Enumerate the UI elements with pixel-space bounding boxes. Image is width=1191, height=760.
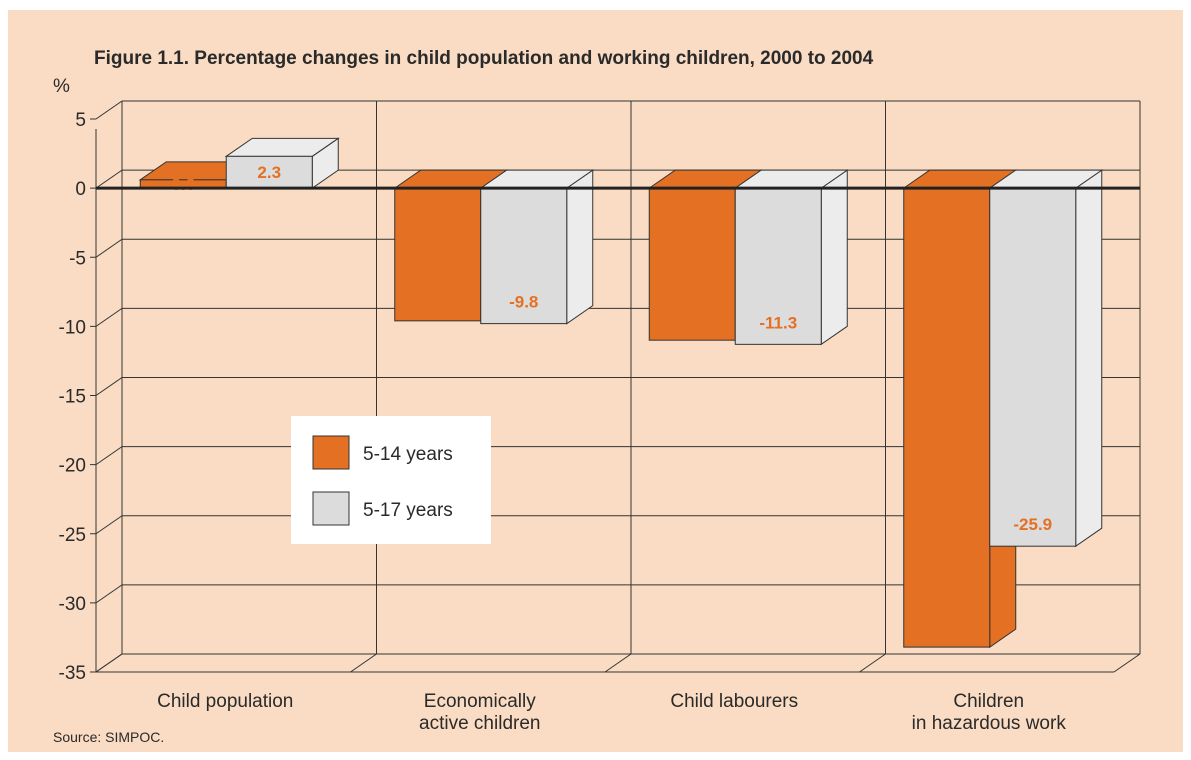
x-tick-label: Children <box>953 691 1024 712</box>
floor-divider <box>859 653 886 673</box>
legend-swatch <box>312 435 350 470</box>
bar <box>734 187 822 345</box>
labels-layer: 5 0 -5 -10 -15 -20 -25 -30 -35 0.6 2.3 -9.6 -9.8 -11.… <box>59 110 1140 734</box>
floor-divider <box>350 653 377 673</box>
x-tick-label: active children <box>419 713 540 734</box>
data-label: -11.0 <box>673 309 711 328</box>
data-label: 0.6 <box>171 175 195 194</box>
x-tick-label: Child population <box>157 691 293 712</box>
gridline-depth <box>95 584 123 604</box>
bar <box>989 187 1077 547</box>
gridline-depth <box>95 446 123 466</box>
legend-label: 5-17 years <box>363 500 453 521</box>
y-tick-label: -35 <box>59 663 86 684</box>
floor-right-edge <box>1113 653 1141 673</box>
y-tick-label: 0 <box>75 179 86 200</box>
gridline-depth <box>95 515 123 535</box>
bar <box>225 155 313 189</box>
floor-divider <box>604 653 632 673</box>
gridline-depth <box>95 653 123 673</box>
y-tick-label: -5 <box>69 248 86 269</box>
bar <box>648 187 736 341</box>
y-tick-label: -25 <box>59 525 86 546</box>
legend-swatch <box>312 491 350 526</box>
bar <box>394 187 482 322</box>
data-label: -11.3 <box>759 313 797 332</box>
bar-side <box>820 169 848 346</box>
gridline-depth <box>95 307 123 327</box>
source-note: Source: SIMPOC. <box>53 729 164 745</box>
data-label: -33.2 <box>927 616 966 635</box>
x-tick-label: in hazardous work <box>912 713 1067 734</box>
legend: 5-14 years 5-17 years <box>291 416 491 544</box>
data-label: -9.8 <box>509 293 538 312</box>
bar <box>480 187 568 325</box>
y-tick-label: -10 <box>59 317 86 338</box>
y-axis-unit: % <box>53 76 70 97</box>
y-tick-label: -15 <box>59 387 86 408</box>
bar-side <box>566 169 594 325</box>
gridline-depth <box>95 238 123 258</box>
bars-layer <box>138 137 1104 649</box>
gridline-depth <box>95 100 123 120</box>
chart-title: Figure 1.1. Percentage changes in child … <box>94 48 874 69</box>
bar <box>903 187 991 648</box>
x-tick-label: Child labourers <box>670 691 798 712</box>
gridline-depth <box>95 169 123 189</box>
data-label: 2.3 <box>257 163 281 182</box>
x-tick-label: Economically <box>424 691 536 712</box>
bar-side <box>1075 169 1103 548</box>
data-label: -25.9 <box>1013 515 1052 534</box>
legend-label: 5-14 years <box>363 444 453 465</box>
gridline-depth <box>95 377 123 396</box>
data-label: -9.6 <box>423 290 452 309</box>
y-tick-label: -30 <box>59 594 86 615</box>
y-tick-label: 5 <box>75 110 86 131</box>
y-tick-label: -20 <box>59 456 86 477</box>
